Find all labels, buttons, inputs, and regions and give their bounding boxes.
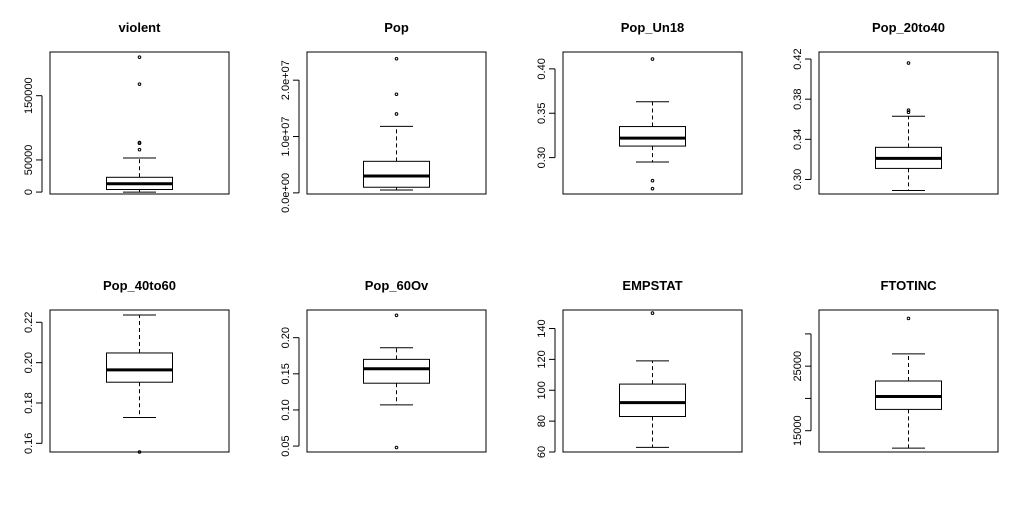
- plot-frame: [562, 51, 743, 195]
- y-tick-label: 150000: [23, 77, 35, 114]
- panel-title: Pop_20to40: [872, 20, 945, 35]
- outlier-point: [906, 110, 911, 115]
- panel-title: FTOTINC: [880, 278, 937, 293]
- boxplot-panel: Pop 0.0e+00 1.0e+07 2.0e+07: [280, 20, 487, 213]
- plot-frame: [306, 309, 487, 453]
- y-tick-label: 0.30: [792, 169, 804, 190]
- y-tick-label: 0.42: [792, 48, 804, 69]
- y-tick-label: 80: [536, 415, 548, 427]
- y-tick-label: 60: [536, 446, 548, 458]
- outlier-point: [137, 147, 142, 152]
- panel-title: EMPSTAT: [622, 278, 682, 293]
- boxplot-panel: Pop_Un18 0.30 0.35 0.40: [536, 20, 743, 195]
- iqr-box: [363, 358, 430, 384]
- outlier-point: [650, 57, 655, 61]
- outlier-point: [906, 61, 911, 65]
- boxplot-panel: Pop_40to60 0.16 0.18 0.20 0.22: [23, 278, 230, 454]
- y-tick-label: 1.0e+07: [280, 116, 292, 156]
- y-tick-label: 120: [536, 350, 548, 368]
- plot-frame: [818, 51, 999, 195]
- y-tick-label: 0: [23, 189, 35, 195]
- y-tick-label: 0.0e+00: [280, 173, 292, 213]
- panel-title: Pop_Un18: [621, 20, 685, 35]
- boxplot-panel: Pop_60Ov 0.05 0.10 0.15 0.20: [280, 278, 487, 457]
- panel-title: Pop_40to60: [103, 278, 176, 293]
- outlier-point: [137, 55, 142, 59]
- outlier-point: [650, 178, 655, 183]
- plot-frame: [49, 309, 230, 453]
- y-tick-label: 25000: [792, 351, 804, 382]
- y-tick-label: 2.0e+07: [280, 60, 292, 100]
- y-tick-label: 0.22: [23, 312, 35, 333]
- outlier-point: [394, 313, 399, 318]
- y-tick-label: 0.16: [23, 433, 35, 454]
- panel-title: violent: [119, 20, 162, 35]
- plot-frame: [49, 51, 230, 195]
- outlier-point: [650, 311, 655, 315]
- y-tick-label: 0.34: [792, 129, 804, 150]
- y-tick-label: 0.20: [23, 352, 35, 373]
- outlier-point: [394, 445, 399, 450]
- y-tick-label: 0.10: [280, 399, 292, 420]
- iqr-box: [363, 160, 430, 188]
- y-tick-label: 140: [536, 319, 548, 337]
- outlier-point: [906, 316, 911, 321]
- outlier-point: [650, 186, 655, 191]
- panel-title: Pop_60Ov: [365, 278, 429, 293]
- boxplot-panel: EMPSTAT 60 80 100 120 140: [536, 278, 743, 458]
- y-tick-label: 0.35: [536, 103, 548, 124]
- y-tick-label: 100: [536, 381, 548, 399]
- outlier-point: [394, 56, 399, 61]
- outlier-point: [906, 108, 911, 113]
- boxplot-panel: violent 0 50000 150000: [23, 20, 230, 195]
- outlier-point: [394, 112, 399, 116]
- y-tick-label: 50000: [23, 145, 35, 176]
- y-tick-label: 0.38: [792, 88, 804, 109]
- boxplot-panel: Pop_20to40 0.30 0.34 0.38 0.42: [792, 20, 999, 195]
- y-tick-label: 0.15: [280, 363, 292, 384]
- y-tick-label: 0.18: [23, 392, 35, 413]
- plot-frame: [818, 309, 999, 453]
- plot-frame: [306, 51, 487, 195]
- y-tick-label: 0.20: [280, 327, 292, 348]
- panel-title: Pop: [384, 20, 409, 35]
- outlier-point: [137, 140, 142, 145]
- outlier-point: [137, 82, 142, 86]
- iqr-box: [619, 383, 686, 417]
- plot-frame: [562, 309, 743, 453]
- outlier-point: [394, 92, 399, 97]
- boxplot-panel: FTOTINC 15000 25000: [792, 278, 999, 453]
- outlier-point: [137, 450, 142, 454]
- y-tick-label: 15000: [792, 415, 804, 446]
- y-tick-label: 0.40: [536, 58, 548, 79]
- y-tick-label: 0.05: [280, 435, 292, 456]
- y-tick-label: 0.30: [536, 147, 548, 168]
- iqr-box: [106, 352, 173, 383]
- iqr-box: [619, 126, 686, 147]
